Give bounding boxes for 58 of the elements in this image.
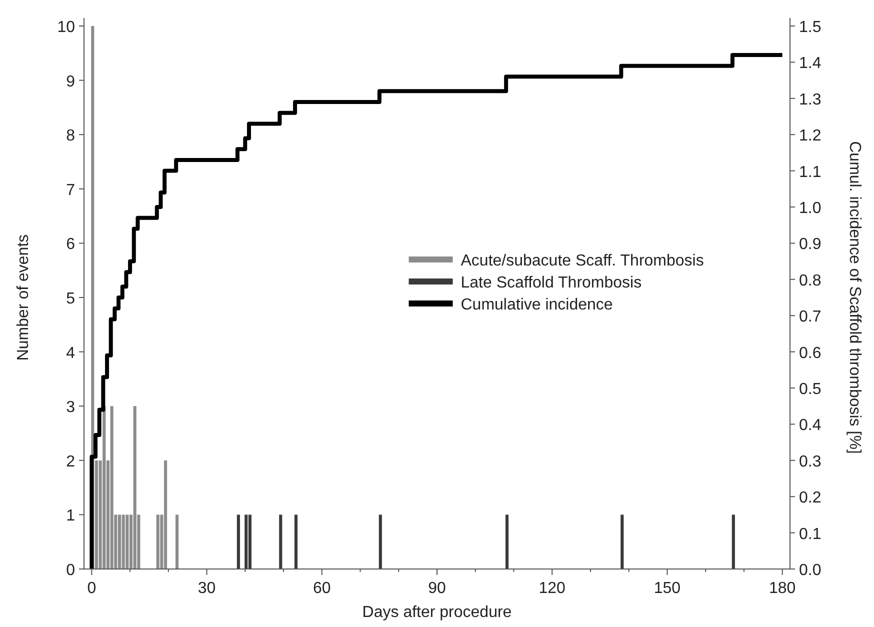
y2-tick-label: 1.1 [799, 164, 822, 181]
bar [110, 406, 114, 569]
y-tick-label: 0 [66, 562, 76, 579]
y-axis-title: Number of events [15, 234, 32, 361]
bar [118, 514, 122, 569]
bar [244, 514, 248, 569]
bar [156, 514, 160, 569]
y-tick-label: 6 [66, 236, 76, 254]
bar [126, 514, 129, 569]
legend-label: Acute/subacute Scaff. Thrombosis [460, 252, 704, 270]
y2-tick-label: 0.6 [799, 344, 822, 362]
x-tick-label: 150 [654, 580, 681, 597]
bar [176, 514, 179, 569]
y2-tick-label: 1.4 [799, 55, 822, 72]
x-tick-label: 180 [768, 580, 796, 597]
bar [378, 514, 382, 569]
y2-tick-label: 0.5 [799, 381, 822, 398]
y2-tick-label: 0.2 [799, 490, 822, 507]
y2-tick-label: 1.0 [799, 200, 822, 217]
y2-tick-label: 1.3 [799, 91, 822, 108]
x-tick-label: 90 [428, 580, 446, 597]
bar [122, 514, 125, 569]
x-tick-label: 120 [538, 580, 566, 597]
x-tick-label: 30 [198, 580, 216, 597]
bar [236, 514, 240, 569]
legend-label: Cumulative incidence [460, 296, 613, 314]
y-tick-label: 8 [66, 128, 76, 145]
bar [620, 514, 624, 569]
bar [505, 514, 509, 569]
y2-axis-title: Cumul. incidence of Scaffold thrombosis [%] [846, 141, 863, 454]
y-tick-label: 9 [66, 73, 76, 90]
x-tick-label: 60 [312, 580, 331, 597]
y2-tick-label: 0.3 [799, 453, 822, 470]
y-tick-label: 1 [66, 508, 76, 525]
y-tick-label: 7 [66, 182, 76, 199]
y2-tick-label: 0.0 [799, 562, 822, 579]
y-tick-label: 2 [66, 453, 76, 470]
y2-tick-label: 1.2 [799, 128, 822, 145]
bar [102, 406, 106, 569]
bar [279, 514, 282, 569]
y-tick-label: 3 [66, 399, 76, 416]
bar [164, 460, 168, 569]
y2-tick-label: 0.9 [799, 236, 822, 254]
y-tick-label: 4 [66, 344, 76, 362]
y2-tick-label: 0.7 [799, 308, 822, 326]
bar [248, 514, 252, 569]
x-tick-label: 0 [87, 580, 96, 597]
y2-tick-label: 1.5 [799, 19, 822, 36]
y-tick-label: 10 [57, 19, 76, 36]
legend-label: Late Scaffold Thrombosis [460, 274, 642, 292]
y-tick-label: 5 [66, 290, 76, 308]
y2-tick-label: 0.8 [799, 272, 822, 290]
bar [294, 514, 298, 569]
x-axis-title: Days after procedure [362, 604, 512, 621]
y2-tick-label: 0.4 [799, 417, 822, 434]
bar [133, 406, 136, 569]
bar [732, 514, 735, 569]
y2-tick-label: 0.1 [799, 526, 822, 543]
